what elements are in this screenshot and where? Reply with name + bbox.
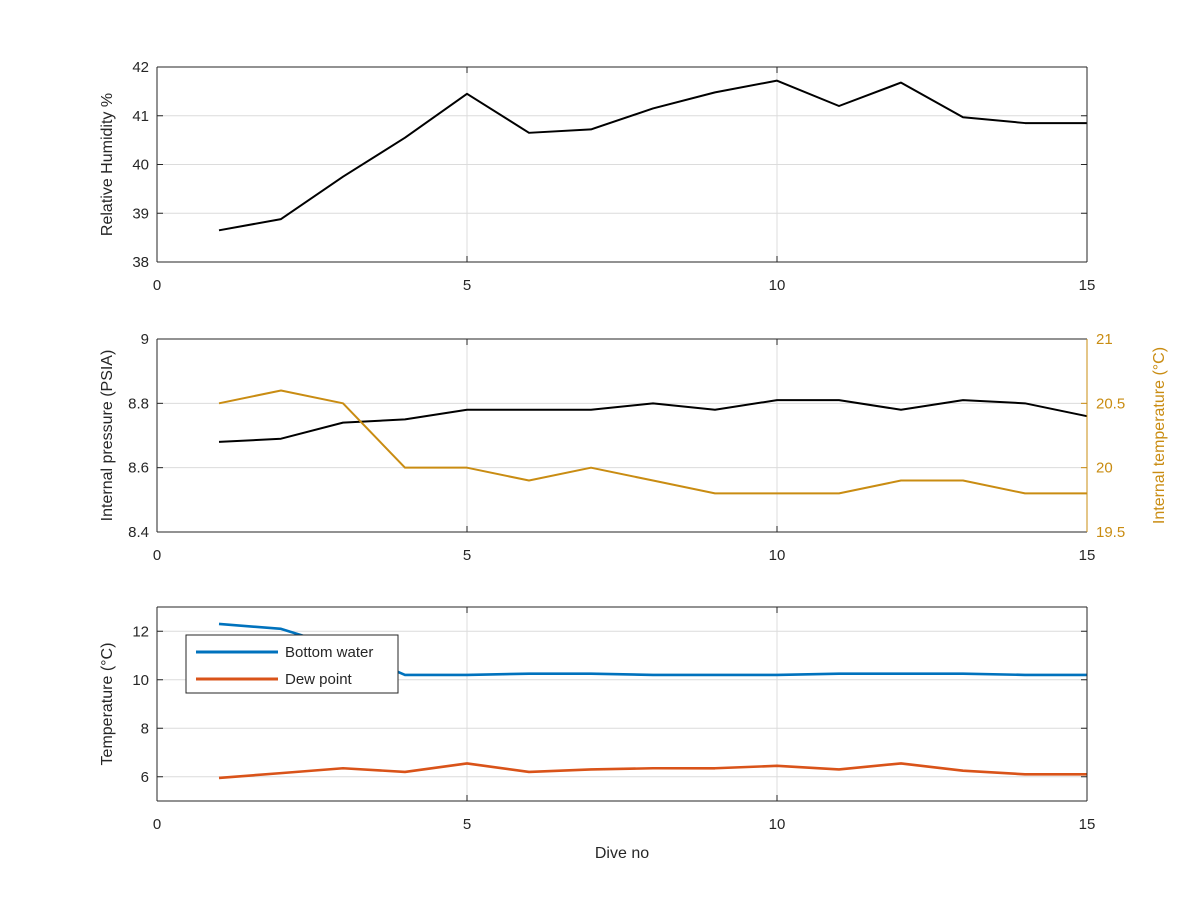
series-line-1 — [218, 399, 1088, 443]
panel-3: 0 5 10 15 6 8 10 12 Temperature (°C) Dive no Botto… — [99, 606, 1096, 862]
right-y-tick-label: 21 — [1096, 331, 1113, 348]
x-tick-label: 5 — [463, 816, 471, 833]
x-tick-label: 10 — [769, 547, 786, 564]
y-tick-label: 10 — [132, 672, 149, 689]
series-line-1 — [218, 79, 1087, 232]
plot-area — [157, 339, 1087, 532]
panel-1: 0 5 10 15 38 39 40 41 42 Relative Humidity % — [99, 59, 1095, 294]
y-tick-label: 12 — [132, 623, 149, 640]
x-tick-label: 10 — [769, 277, 786, 294]
legend: Bottom water Dew point — [185, 634, 399, 694]
y-tick-label: 8.4 — [128, 524, 149, 541]
y-tick-label: 8.6 — [128, 460, 149, 477]
y-tick-label: 8.8 — [128, 395, 149, 412]
y-tick-label: 8 — [141, 720, 149, 737]
right-y-tick-label: 19.5 — [1096, 524, 1125, 541]
y-tick-label: 41 — [132, 108, 149, 125]
legend-label: Bottom water — [285, 644, 373, 661]
right-y-axis-label: Internal temperature (°C) — [1151, 347, 1168, 524]
legend-label: Dew point — [285, 671, 353, 688]
x-tick-label: 15 — [1079, 816, 1096, 833]
y-axis-label: Temperature (°C) — [99, 643, 116, 766]
y-tick-label: 39 — [132, 205, 149, 222]
legend-box — [185, 634, 399, 694]
x-tick-label: 15 — [1079, 547, 1096, 564]
right-y-tick-label: 20.5 — [1096, 395, 1125, 412]
x-tick-label: 5 — [463, 547, 471, 564]
x-tick-label: 15 — [1079, 277, 1096, 294]
x-axis-label: Dive no — [595, 845, 649, 862]
y-axis-label: Relative Humidity % — [99, 93, 116, 236]
y-tick-label: 42 — [132, 59, 149, 76]
panel-2: 0 5 10 15 8.4 8.6 8.8 9 19.5 20 20.5 21 Internal pre… — [99, 331, 1168, 564]
series-line-2 — [218, 762, 1087, 780]
y-axis-label: Internal pressure (PSIA) — [99, 350, 116, 522]
x-tick-label: 0 — [153, 816, 161, 833]
x-tick-label: 0 — [153, 277, 161, 294]
y-tick-label: 38 — [132, 254, 149, 271]
series-line-2 — [218, 389, 1087, 495]
y-tick-label: 9 — [141, 331, 149, 348]
x-tick-label: 5 — [463, 277, 471, 294]
x-tick-label: 10 — [769, 816, 786, 833]
x-tick-label: 0 — [153, 547, 161, 564]
right-y-tick-label: 20 — [1096, 460, 1113, 477]
y-tick-label: 40 — [132, 157, 149, 174]
y-tick-label: 6 — [141, 769, 149, 786]
